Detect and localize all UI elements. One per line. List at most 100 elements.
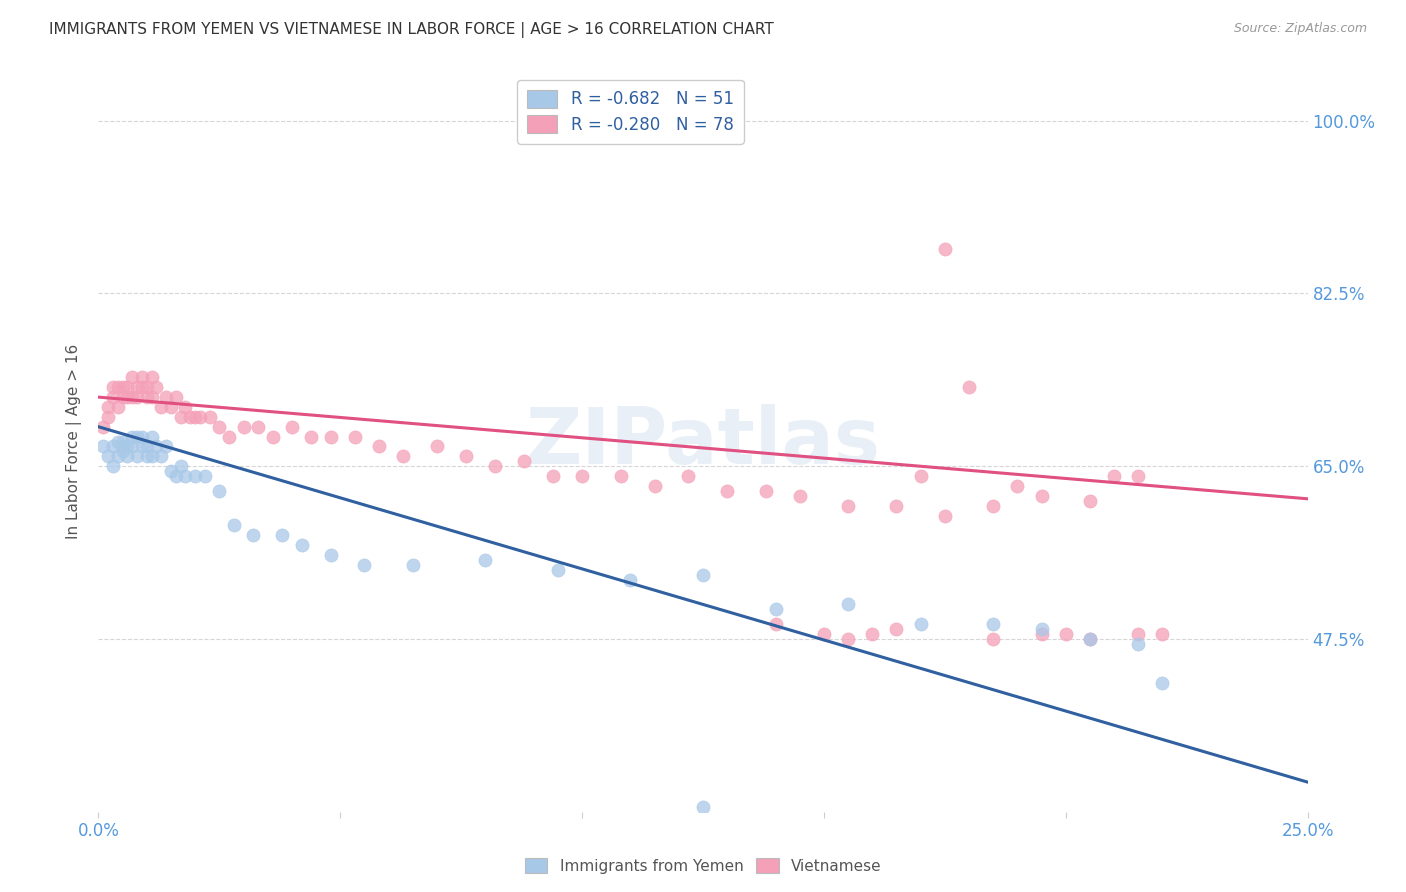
Point: [981, 617, 1004, 632]
Point: [111, 390, 134, 404]
Point: [1031, 489, 1053, 503]
Point: [426, 440, 449, 454]
Point: [319, 548, 342, 562]
Point: [150, 400, 173, 414]
Point: [121, 370, 143, 384]
Point: [886, 622, 908, 636]
Point: [1102, 469, 1125, 483]
Point: [111, 440, 134, 454]
Point: [165, 390, 187, 404]
Point: [160, 400, 183, 414]
Point: [101, 380, 124, 394]
Point: [343, 429, 366, 443]
Point: [208, 419, 231, 434]
Point: [97, 450, 120, 464]
Text: Source: ZipAtlas.com: Source: ZipAtlas.com: [1233, 22, 1367, 36]
Point: [117, 450, 139, 464]
Point: [692, 567, 714, 582]
Point: [981, 632, 1004, 646]
Point: [837, 598, 859, 612]
Point: [184, 409, 207, 424]
Point: [692, 799, 714, 814]
Point: [644, 479, 666, 493]
Point: [860, 627, 883, 641]
Point: [619, 573, 641, 587]
Point: [716, 483, 738, 498]
Point: [262, 429, 284, 443]
Point: [111, 380, 134, 394]
Point: [155, 390, 177, 404]
Point: [1031, 622, 1053, 636]
Point: [131, 370, 153, 384]
Point: [242, 528, 264, 542]
Point: [1078, 632, 1101, 646]
Point: [222, 518, 245, 533]
Point: [135, 440, 157, 454]
Point: [610, 469, 633, 483]
Point: [454, 450, 477, 464]
Point: [319, 429, 342, 443]
Point: [169, 459, 191, 474]
Point: [1128, 637, 1150, 651]
Point: [392, 450, 415, 464]
Point: [290, 538, 312, 552]
Point: [247, 419, 270, 434]
Point: [165, 469, 187, 483]
Point: [117, 440, 139, 454]
Point: [299, 429, 322, 443]
Point: [101, 440, 124, 454]
Point: [194, 469, 217, 483]
Point: [934, 242, 956, 256]
Point: [789, 489, 811, 503]
Point: [155, 440, 177, 454]
Point: [101, 390, 124, 404]
Point: [484, 459, 506, 474]
Point: [179, 409, 201, 424]
Point: [281, 419, 304, 434]
Point: [981, 499, 1004, 513]
Point: [169, 409, 191, 424]
Point: [678, 469, 700, 483]
Y-axis label: In Labor Force | Age > 16: In Labor Force | Age > 16: [66, 344, 83, 539]
Point: [97, 409, 120, 424]
Point: [135, 390, 157, 404]
Point: [571, 469, 593, 483]
Point: [813, 627, 835, 641]
Point: [910, 469, 932, 483]
Point: [755, 483, 778, 498]
Point: [174, 469, 197, 483]
Point: [368, 440, 391, 454]
Point: [957, 380, 980, 394]
Point: [184, 469, 207, 483]
Point: [91, 419, 114, 434]
Point: [547, 563, 569, 577]
Point: [218, 429, 240, 443]
Point: [131, 429, 153, 443]
Point: [232, 419, 254, 434]
Point: [141, 429, 163, 443]
Point: [934, 508, 956, 523]
Point: [121, 440, 143, 454]
Point: [107, 434, 129, 449]
Point: [127, 390, 149, 404]
Point: [141, 450, 163, 464]
Point: [1152, 676, 1174, 690]
Point: [131, 380, 153, 394]
Point: [1031, 627, 1053, 641]
Point: [127, 450, 149, 464]
Text: ZIPatlas: ZIPatlas: [526, 403, 880, 480]
Point: [131, 440, 153, 454]
Point: [145, 380, 167, 394]
Point: [513, 454, 536, 468]
Point: [135, 450, 157, 464]
Point: [1078, 493, 1101, 508]
Point: [127, 380, 149, 394]
Point: [188, 409, 211, 424]
Point: [402, 558, 425, 572]
Point: [117, 390, 139, 404]
Point: [1007, 479, 1029, 493]
Point: [1152, 627, 1174, 641]
Point: [107, 450, 129, 464]
Point: [910, 617, 932, 632]
Point: [107, 400, 129, 414]
